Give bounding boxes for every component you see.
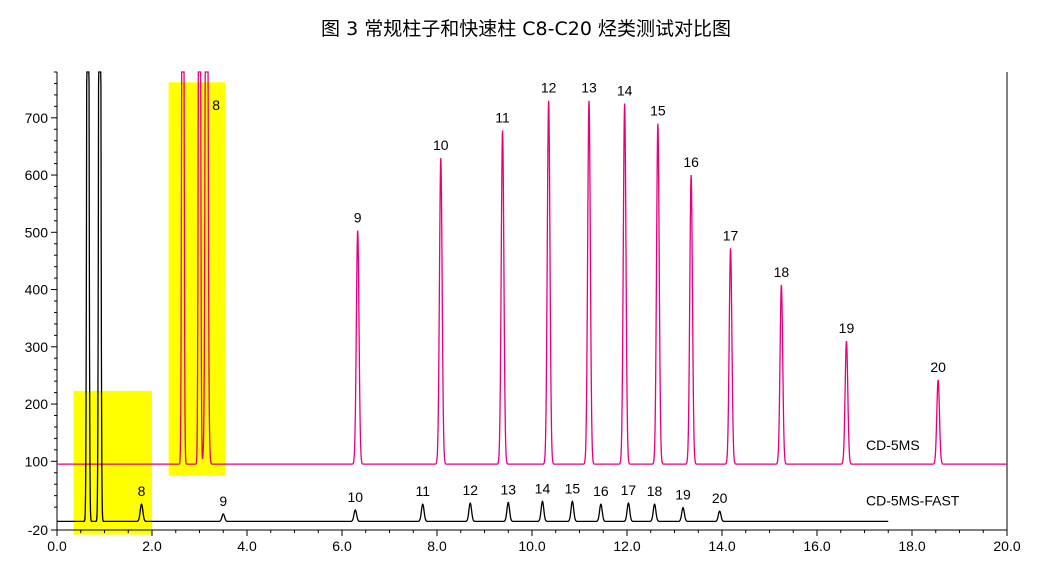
peak-label: 12 bbox=[541, 80, 557, 96]
y-tick-label: -20 bbox=[28, 522, 48, 538]
peak-label: 10 bbox=[348, 489, 364, 505]
x-tick-label: 20.0 bbox=[993, 538, 1020, 554]
y-tick-label: 500 bbox=[25, 224, 49, 240]
y-tick-label: 400 bbox=[25, 282, 49, 298]
peak-label: 11 bbox=[415, 483, 430, 499]
y-tick-label: 700 bbox=[25, 110, 49, 126]
peak-label: 19 bbox=[675, 487, 691, 503]
peak-label: 8 bbox=[212, 97, 220, 113]
peak-label: 13 bbox=[581, 80, 597, 96]
peak-label: 10 bbox=[433, 137, 449, 153]
x-tick-label: 2.0 bbox=[142, 538, 162, 554]
peak-label: 12 bbox=[462, 482, 478, 498]
peak-label: 14 bbox=[535, 480, 551, 496]
x-tick-label: 6.0 bbox=[332, 538, 352, 554]
y-tick-label: 300 bbox=[25, 339, 49, 355]
x-tick-label: 0.0 bbox=[47, 538, 67, 554]
highlight-layer bbox=[73, 82, 226, 535]
trace-cd-5ms bbox=[57, 71, 1007, 465]
axes-layer: 0.0 2.0 4.0 6.0 8.0 10.0 12.0 14.0 16.0 18.0 20.0 -… bbox=[25, 71, 1021, 554]
chart-title: 图 3 常规柱子和快速柱 C8-C20 烃类测试对比图 bbox=[321, 18, 731, 40]
peak-label: 20 bbox=[930, 359, 946, 375]
peak-labels-layer: 8 9 10 11 12 13 14 15 16 17 18 19 20 CD-5MS 8 9 10 11 12 13… bbox=[138, 80, 960, 509]
peak-label: 16 bbox=[683, 154, 699, 170]
x-tick-label: 14.0 bbox=[708, 538, 735, 554]
peak-label: 8 bbox=[138, 483, 146, 499]
peak-label: 13 bbox=[500, 482, 516, 498]
peak-label: 15 bbox=[565, 480, 581, 496]
peak-label: 17 bbox=[621, 482, 637, 498]
peak-label: 17 bbox=[723, 227, 739, 243]
y-tick-label: 200 bbox=[25, 396, 49, 412]
peak-label: 11 bbox=[495, 109, 510, 125]
x-tick-label: 18.0 bbox=[898, 538, 925, 554]
y-tick-label: 100 bbox=[25, 453, 49, 469]
peak-label: 15 bbox=[650, 103, 666, 119]
x-tick-label: 12.0 bbox=[613, 538, 640, 554]
traces-layer bbox=[57, 71, 1007, 523]
peak-label: 18 bbox=[774, 264, 790, 280]
y-tick-label: 600 bbox=[25, 167, 49, 183]
peak-label: 14 bbox=[617, 82, 633, 98]
peak-label: 9 bbox=[219, 493, 227, 509]
peak-label: 20 bbox=[712, 490, 728, 506]
x-tick-label: 8.0 bbox=[427, 538, 447, 554]
x-tick-label: 10.0 bbox=[518, 538, 545, 554]
peak-label: 9 bbox=[354, 210, 362, 226]
peak-label: 19 bbox=[839, 320, 855, 336]
x-tick-label: 4.0 bbox=[237, 538, 257, 554]
peak-label: 16 bbox=[593, 483, 609, 499]
peak-label: 18 bbox=[647, 483, 663, 499]
trace-cd-5ms-fast bbox=[57, 71, 889, 523]
highlight-box-0 bbox=[73, 390, 152, 535]
series-label: CD-5MS bbox=[866, 437, 920, 453]
series-label: CD-5MS-FAST bbox=[866, 492, 960, 508]
x-tick-label: 16.0 bbox=[803, 538, 830, 554]
